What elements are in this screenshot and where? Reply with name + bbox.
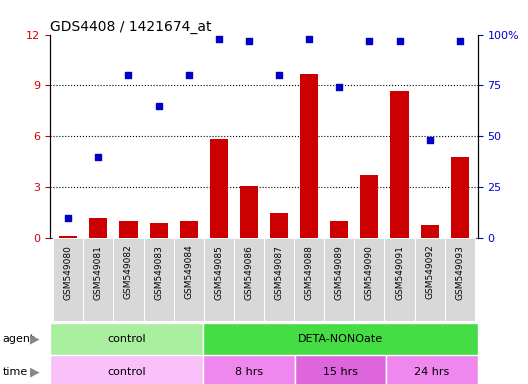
Text: GSM549085: GSM549085: [214, 245, 223, 300]
Text: time: time: [3, 366, 28, 377]
Point: [244, 38, 253, 44]
Bar: [144, 238, 174, 321]
Bar: [451, 157, 469, 238]
Bar: [83, 238, 114, 321]
Text: GSM549090: GSM549090: [365, 245, 374, 300]
Bar: [53, 238, 83, 321]
Point: [275, 72, 284, 78]
Point: [94, 154, 102, 160]
Bar: [270, 213, 288, 238]
Bar: [384, 238, 414, 321]
Text: ▶: ▶: [30, 365, 39, 378]
Point: [184, 72, 193, 78]
Text: GSM549082: GSM549082: [124, 245, 133, 300]
Bar: [59, 235, 77, 238]
Point: [305, 36, 314, 42]
Bar: [203, 355, 295, 384]
Bar: [264, 238, 294, 321]
Bar: [391, 91, 409, 238]
Bar: [204, 238, 234, 321]
Bar: [354, 238, 384, 321]
Point: [365, 38, 374, 44]
Bar: [414, 238, 445, 321]
Text: GDS4408 / 1421674_at: GDS4408 / 1421674_at: [50, 20, 212, 33]
Bar: [203, 323, 478, 355]
Bar: [234, 238, 264, 321]
Point: [335, 84, 344, 91]
Text: GSM549092: GSM549092: [425, 245, 434, 300]
Bar: [50, 323, 203, 355]
Bar: [180, 221, 198, 238]
Text: control: control: [107, 366, 146, 377]
Point: [154, 103, 163, 109]
Text: GSM549093: GSM549093: [455, 245, 464, 300]
Text: GSM549080: GSM549080: [64, 245, 73, 300]
Bar: [240, 185, 258, 238]
Text: GSM549084: GSM549084: [184, 245, 193, 300]
Point: [124, 72, 133, 78]
Text: DETA-NONOate: DETA-NONOate: [298, 334, 383, 344]
Bar: [324, 238, 354, 321]
Bar: [50, 355, 203, 384]
Text: control: control: [107, 334, 146, 344]
Bar: [330, 221, 348, 238]
Point: [64, 215, 72, 221]
Bar: [295, 355, 386, 384]
Bar: [445, 238, 475, 321]
Bar: [361, 175, 379, 238]
Bar: [300, 74, 318, 238]
Bar: [421, 225, 439, 238]
Point: [426, 137, 434, 144]
Point: [395, 38, 404, 44]
Bar: [89, 218, 107, 238]
Bar: [114, 238, 144, 321]
Text: GSM549089: GSM549089: [335, 245, 344, 300]
Text: GSM549086: GSM549086: [244, 245, 253, 300]
Text: 15 hrs: 15 hrs: [323, 366, 358, 377]
Text: agent: agent: [3, 334, 35, 344]
Point: [456, 38, 464, 44]
Bar: [210, 139, 228, 238]
Text: GSM549091: GSM549091: [395, 245, 404, 300]
Text: 24 hrs: 24 hrs: [414, 366, 450, 377]
Text: GSM549083: GSM549083: [154, 245, 163, 300]
Bar: [149, 223, 167, 238]
Bar: [294, 238, 324, 321]
Bar: [174, 238, 204, 321]
Text: 8 hrs: 8 hrs: [234, 366, 263, 377]
Text: ▶: ▶: [30, 333, 39, 345]
Text: GSM549087: GSM549087: [275, 245, 284, 300]
Text: GSM549088: GSM549088: [305, 245, 314, 300]
Text: GSM549081: GSM549081: [94, 245, 103, 300]
Point: [214, 36, 223, 42]
Bar: [386, 355, 478, 384]
Bar: [119, 221, 137, 238]
